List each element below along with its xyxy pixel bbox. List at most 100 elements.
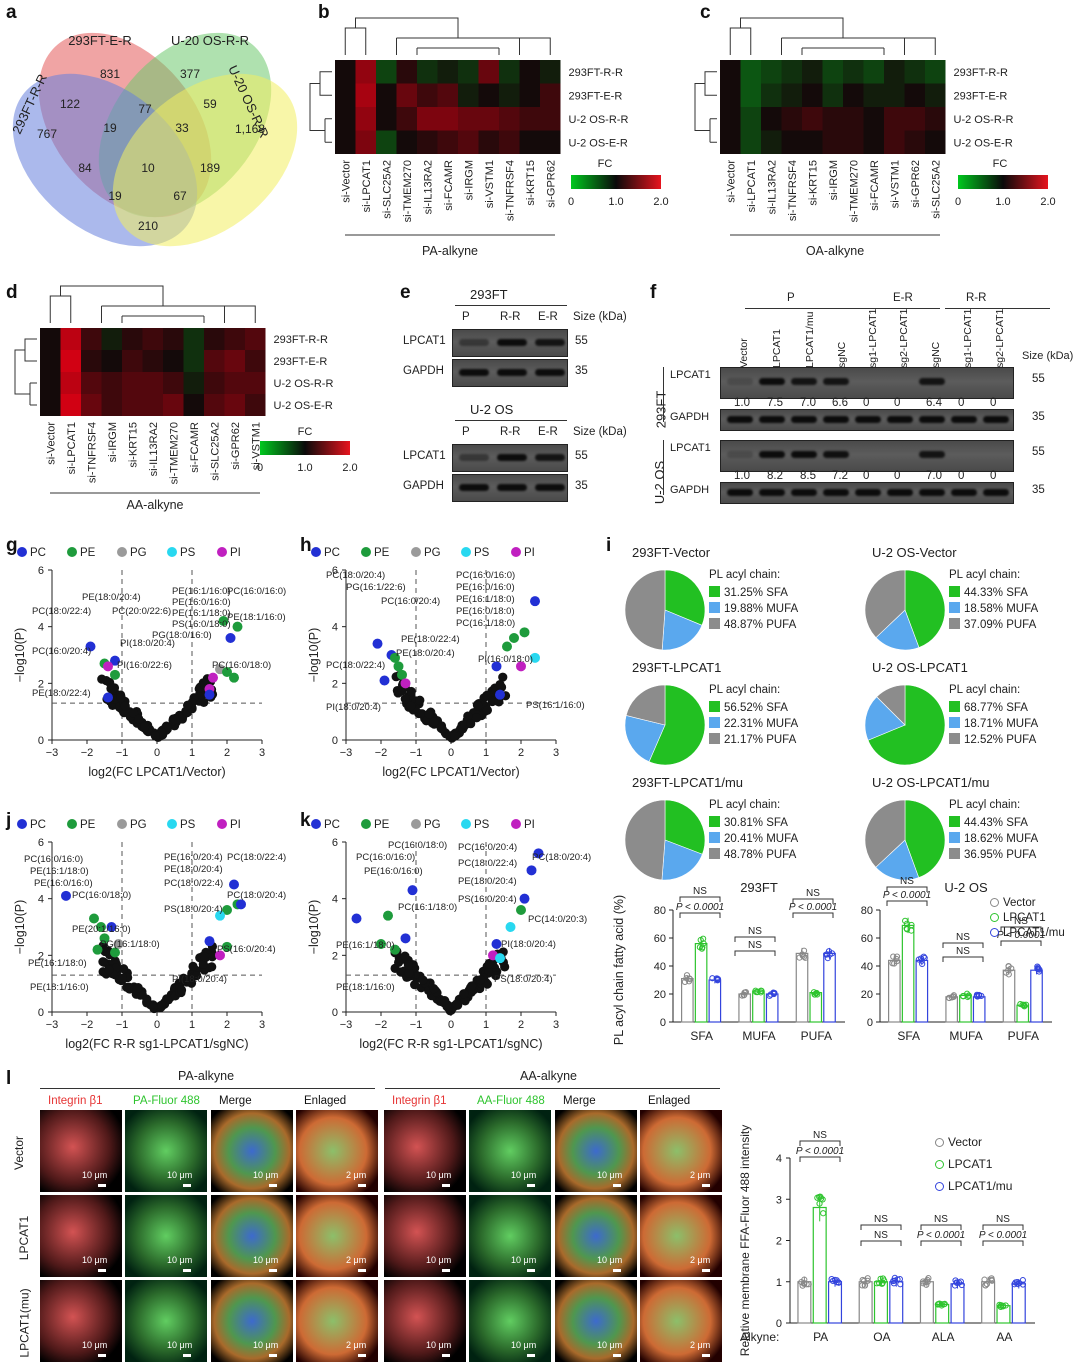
venn-count: 831 [100,67,120,81]
heatmap-cell [458,83,479,107]
x-axis-prefix: Alkyne: [740,1330,779,1344]
pie-legend-title: PL acyl chain: [709,684,781,696]
heatmap-cell [163,350,184,372]
blot-title-line [455,305,567,306]
legend-text: Vector [1003,897,1036,909]
data-point [162,722,173,733]
legend-text: 48.78% PUFA [724,849,797,861]
significance-label: NS [996,1214,1010,1225]
panel-label: l [6,1068,12,1089]
blot-strip [720,409,1014,431]
heatmap-cell [183,372,204,394]
column-dendrogram [729,17,936,55]
data-point [176,985,187,995]
lipid-annotation: PG(18:0/16:0) [152,630,212,641]
pie-chart [864,799,946,881]
micrograph: 2 μm [640,1110,722,1192]
heatmap-cell [122,328,143,350]
blot-band [459,454,489,461]
bar [680,977,694,1023]
scale-bar [269,1184,277,1187]
highlight-point [526,865,537,876]
heatmap-col-label: si-FCAMR [443,160,455,211]
heatmap-row-label: U-2 OS-R-R [569,114,629,126]
y-tick-label: 2 [776,1236,782,1248]
heatmap-cell [822,60,843,84]
legend-label: PG [130,547,147,559]
heatmap-col-label: si-TMEM270 [848,160,860,222]
scale-label: 2 μm [690,1255,711,1265]
legend-label: PG [130,819,147,831]
scale-bar [702,1354,710,1357]
heatmap-col-label: si-KRT15 [127,422,139,468]
heatmap-cell [417,130,438,154]
replicate-point [829,1277,837,1285]
bar [919,1281,934,1324]
row-dendrogram [14,338,37,406]
replicate-point [825,948,833,955]
scale-label: 10 μm [597,1340,623,1350]
significance-label: NS [1014,916,1028,927]
legend-tick: 0 [955,196,961,208]
venn-count: 59 [203,97,217,111]
heatmap-cell [163,328,184,350]
heatmap-cell [142,394,163,416]
heatmap-cell [499,83,520,107]
image-column-label: Enlaged [648,1095,691,1107]
micrograph: 10 μm [555,1280,637,1362]
significance-label: P < 0.0001 [676,902,724,913]
replicate-point [921,954,928,962]
size-marker: 35 [575,365,588,377]
pie-slice-pufa [624,799,666,881]
heatmap-cell [519,107,540,131]
heatmap-cell [884,83,905,107]
volcano-panel_j: PC PE PG PS PI 0 2 4 6 −3 −2 −1 0 1 2 3 log2(FC R-R sg1-… [13,819,286,1051]
lipid-annotation: PE(18:0/20:4) [458,876,517,887]
legend-dot [935,1160,944,1169]
pie-legend-item: 48.87% PUFA [709,618,796,631]
heatmap-cell [540,60,561,84]
data-point [104,965,114,975]
size-marker: 55 [575,335,588,347]
significance-bracket [799,1156,841,1162]
replicate-point [817,1195,825,1202]
image-row-label: LPCAT1(mu) [17,1288,32,1358]
x-tick-label: 3 [259,747,265,759]
y-tick-label: 20 [654,989,666,1001]
lane-label: Vector [738,338,750,368]
data-point [429,984,439,994]
heatmap-col-label: si-GPR62 [230,422,242,470]
highlight-point [397,669,407,680]
blot-strip [720,367,1014,399]
blot-band [823,489,849,496]
heatmap-cell [843,107,864,131]
replicate-point [964,993,971,1001]
image-column-label: AA-Fluor 488 [477,1095,545,1107]
chart-title: 293FT [740,880,778,895]
replicate-point [952,1277,959,1284]
heatmap-cell [335,130,356,154]
blot-band [459,369,489,376]
heatmap-cell [925,130,946,154]
data-point [494,697,504,707]
lipid-annotation: PC(18:0/20:4) [532,852,591,863]
blot-band [535,339,565,346]
category-label: AA [996,1330,1012,1344]
data-point [473,701,483,711]
x-tick-label: 1 [483,1019,489,1031]
micrograph: 2 μm [296,1110,378,1192]
bar-chart-2: 0 1 2 3 4 Relative membrane FFA-Fluor 488 int… [738,1125,1035,1356]
significance-label: NS [874,1214,888,1225]
heatmap-cell [904,60,925,84]
replicate-point [696,944,703,951]
image-column-label: Enlaged [304,1095,347,1107]
replicate-point [1034,965,1041,972]
data-point [188,961,198,972]
lane-label: P [462,311,470,323]
x-tick-label: −1 [410,1019,423,1031]
heatmap-cell [396,60,417,84]
lipid-annotation: PI(18:0/20:4) [120,638,175,649]
heatmap-cell [802,130,823,154]
x-tick-label: 3 [553,1019,559,1031]
replicate-point [915,956,922,963]
